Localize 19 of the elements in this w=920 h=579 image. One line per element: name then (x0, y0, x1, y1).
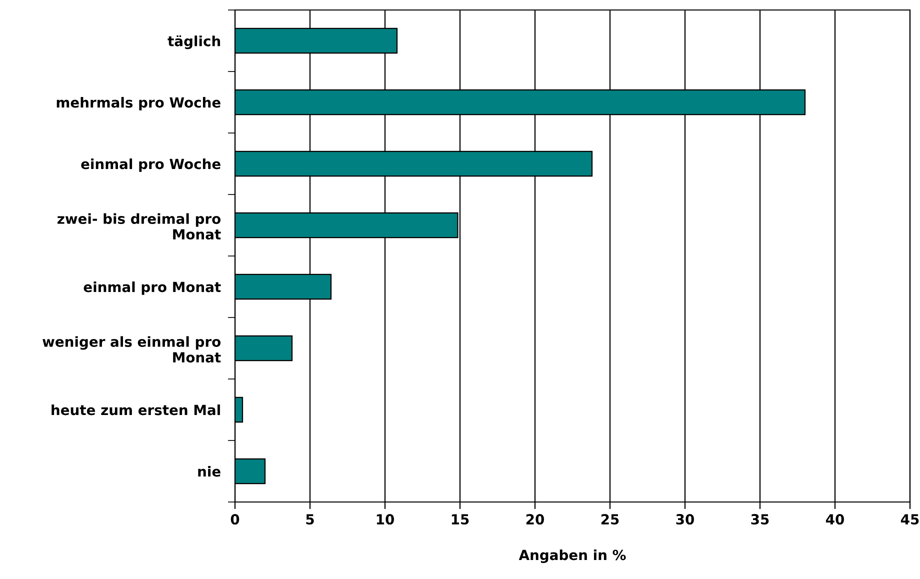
y-tick-label: einmal pro Monat (84, 281, 221, 295)
y-tick-label: mehrmals pro Woche (56, 96, 220, 110)
x-tick-label: 20 (526, 514, 544, 525)
x-tick-label: 15 (452, 514, 469, 525)
x-tick-label: 25 (601, 514, 619, 525)
x-tick-label: 40 (826, 514, 844, 525)
y-tick-label: einmal pro Woche (81, 158, 220, 172)
x-tick-label: 5 (306, 514, 314, 525)
y-tick-label: täglich (168, 35, 220, 50)
x-tick-label: 35 (751, 514, 769, 525)
y-tick-label: nie (198, 466, 220, 477)
x-tick-label: 30 (676, 514, 694, 525)
y-tick-label: weniger als einmal pro Monat (42, 336, 221, 363)
x-tick-label: 45 (900, 514, 919, 525)
x-axis-title: Angaben in % (518, 549, 626, 564)
x-tick-label: 10 (376, 514, 394, 525)
y-tick-label: heute zum ersten Mal (52, 404, 220, 416)
y-tick-label: zwei- bis dreimal pro Monat (57, 213, 221, 240)
x-tick-label: 0 (230, 514, 240, 525)
